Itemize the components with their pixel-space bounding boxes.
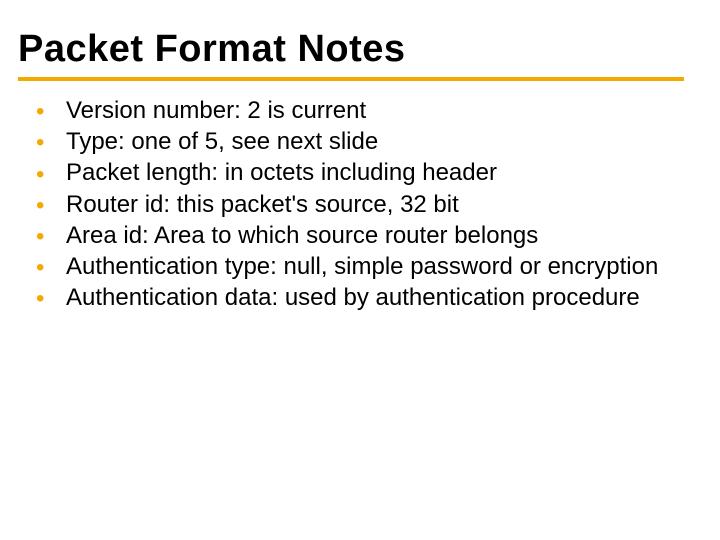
list-item: • Version number: 2 is current [36,95,684,126]
bullet-text: Router id: this packet's source, 32 bit [66,191,459,218]
bullet-text: Area id: Area to which source router bel… [66,222,538,249]
list-item: • Router id: this packet's source, 32 bi… [36,189,684,220]
slide-container: Packet Format Notes • Version number: 2 … [0,0,720,540]
bullet-icon: • [36,283,44,314]
bullet-icon: • [36,127,44,158]
bullet-text: Version number: 2 is current [66,97,366,124]
bullet-icon: • [36,96,44,127]
slide-title: Packet Format Notes [18,28,684,71]
bullet-text: Authentication data: used by authenticat… [66,284,640,311]
bullet-text: Packet length: in octets including heade… [66,159,497,186]
title-underline [18,77,684,81]
bullet-icon: • [36,190,44,221]
list-item: • Authentication data: used by authentic… [36,282,684,313]
list-item: • Type: one of 5, see next slide [36,126,684,157]
bullet-text: Authentication type: null, simple passwo… [66,253,658,280]
list-item: • Area id: Area to which source router b… [36,220,684,251]
list-item: • Packet length: in octets including hea… [36,157,684,188]
bullet-list: • Version number: 2 is current • Type: o… [18,95,684,313]
bullet-icon: • [36,221,44,252]
list-item: • Authentication type: null, simple pass… [36,251,684,282]
bullet-icon: • [36,252,44,283]
bullet-text: Type: one of 5, see next slide [66,128,378,155]
bullet-icon: • [36,159,44,190]
